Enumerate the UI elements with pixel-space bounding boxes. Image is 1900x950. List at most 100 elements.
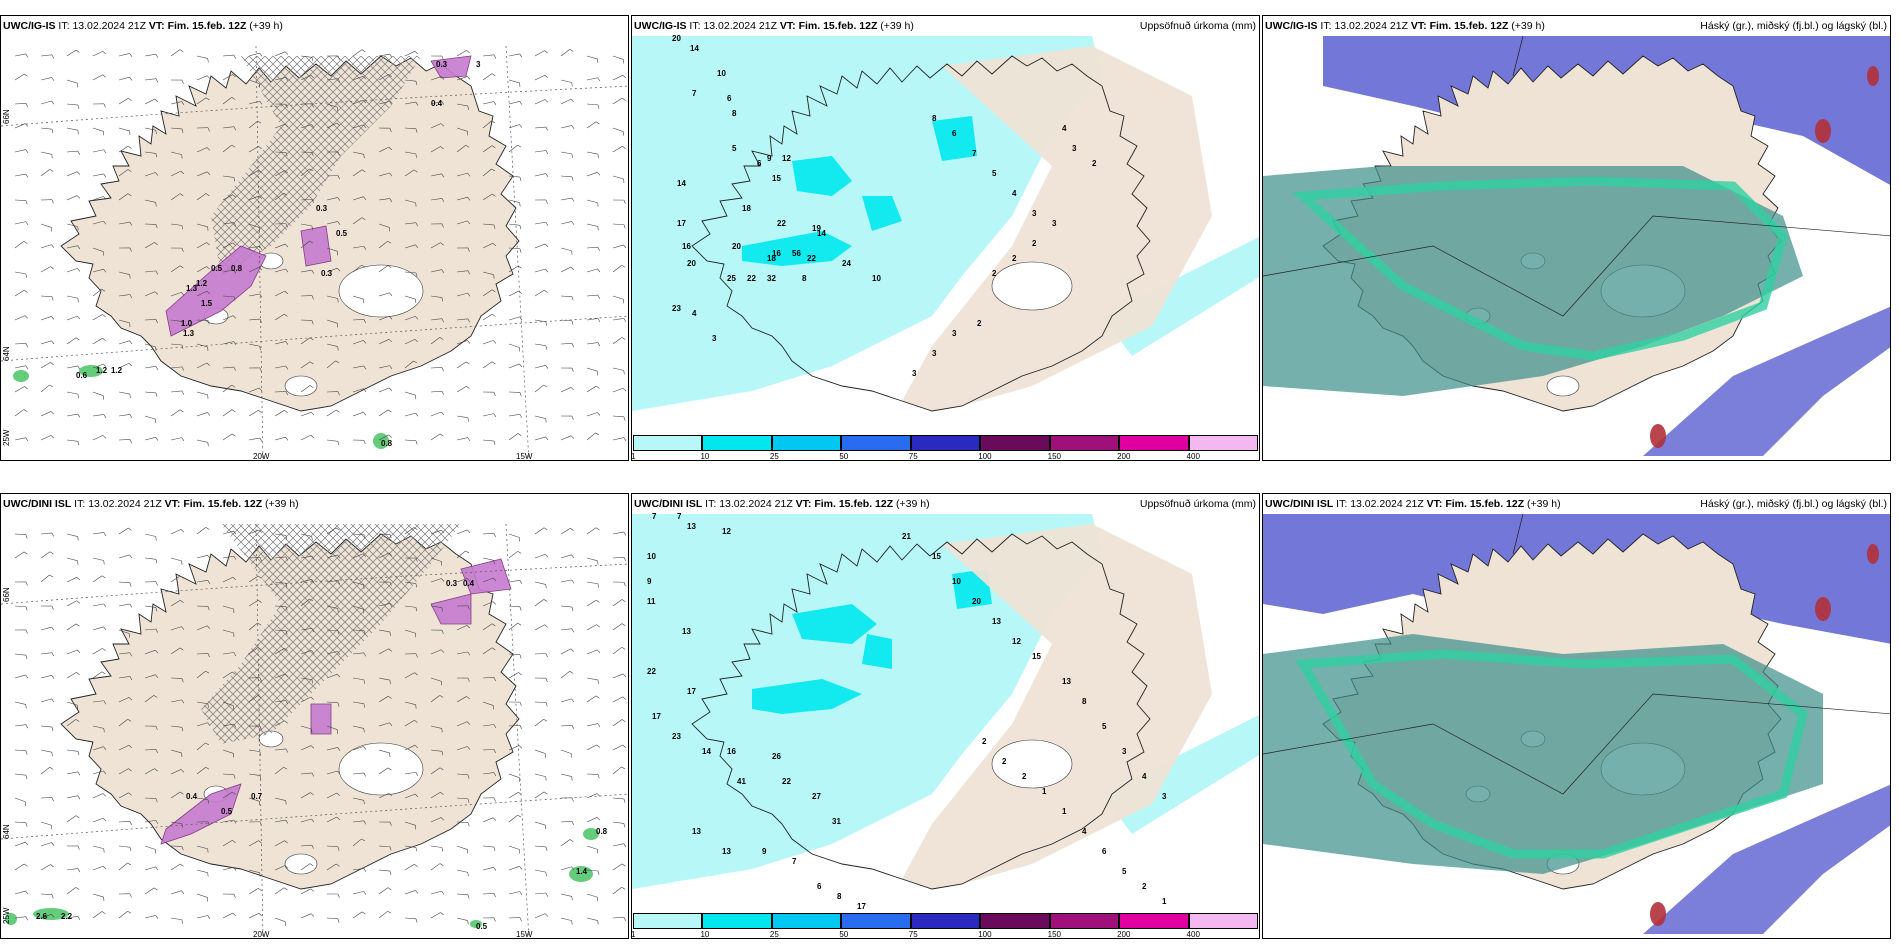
- precip-blob: [430, 593, 472, 625]
- value-label: 56: [792, 249, 801, 258]
- precip-colorbar: 1 10 25 50 75 100 150 200 400: [631, 435, 1258, 461]
- colorbar-tick: 1: [631, 930, 636, 939]
- value-label: 3: [1162, 792, 1167, 801]
- value-label: 14: [677, 179, 686, 188]
- lon-label-15w: 15W: [516, 452, 533, 461]
- high-cloud-core: [1867, 544, 1879, 564]
- map-canvas: [1263, 35, 1890, 460]
- value-label: 3: [952, 329, 957, 338]
- value-label: 12: [782, 154, 791, 163]
- lat-label-64n: 64N: [2, 346, 11, 361]
- precip-blob-green: [470, 920, 482, 928]
- precip-blob: [160, 783, 242, 845]
- value-label: 10: [952, 577, 961, 586]
- high-cloud-area: [1263, 166, 1803, 396]
- value-label: 0.5: [221, 807, 233, 816]
- value-label: 13: [992, 617, 1001, 626]
- value-label: 12: [1012, 637, 1021, 646]
- glacier: [991, 261, 1073, 311]
- colorbar-segment: [980, 435, 1050, 451]
- value-label: 2: [977, 319, 982, 328]
- value-label: 0.7: [251, 792, 263, 801]
- colorbar-segment: [841, 435, 911, 451]
- value-label: 13: [1062, 677, 1071, 686]
- value-label: 17: [687, 687, 696, 696]
- value-label: 22: [807, 254, 816, 263]
- value-label: 15: [772, 174, 781, 183]
- lon-label-25w: 25W: [2, 429, 11, 446]
- colorbar-tick: 50: [839, 452, 849, 461]
- value-label: 5: [992, 169, 997, 178]
- value-label: 3: [1032, 209, 1037, 218]
- hatched-area: [211, 56, 421, 276]
- value-label: 7: [652, 512, 657, 521]
- value-label: 13: [722, 847, 731, 856]
- boundary-line: [1263, 215, 1890, 317]
- colorbar-segment: [980, 913, 1050, 929]
- value-label: 14: [690, 44, 699, 53]
- value-label: 2: [1142, 882, 1147, 891]
- colorbar-tick: 400: [1186, 930, 1200, 939]
- value-label: 20: [672, 34, 681, 43]
- value-label: 4: [1062, 124, 1067, 133]
- high-cloud-core: [1650, 902, 1666, 926]
- value-label: 8: [932, 114, 937, 123]
- glacier-vatnajokull: [338, 742, 424, 796]
- glacier-vatnajokull: [338, 264, 424, 318]
- wind-barbs: [14, 49, 627, 447]
- low-cloud-band: [1295, 649, 1809, 859]
- value-label: 23: [672, 304, 681, 313]
- colorbar-tick: 10: [700, 930, 710, 939]
- value-label: 20: [687, 259, 696, 268]
- value-label: 4: [692, 309, 697, 318]
- colorbar-tick: 400: [1186, 452, 1200, 461]
- precip-blob-green: [583, 828, 599, 840]
- colorbar-tick: 50: [839, 930, 849, 939]
- dry-land: [902, 524, 1212, 889]
- colorbar-segment: [633, 435, 703, 451]
- panel-title: Háský (gr.), miðský (fj.bl.) og lágský (…: [1700, 20, 1887, 32]
- value-label: 0.8: [596, 827, 608, 836]
- value-label: 0.5: [476, 922, 488, 931]
- value-label: 17: [857, 902, 866, 911]
- value-label: 1.3: [186, 284, 198, 293]
- wind-map-panel-igis: 66N 64N 25W 20W 15W 0.3 3 0.4 0.5 0.3 0.3 0.5 1.2 0.8…: [0, 15, 629, 461]
- wind-barbs: [14, 527, 627, 926]
- colorbar-tick: 25: [769, 930, 779, 939]
- colorbar-tick: 25: [769, 452, 779, 461]
- precip-map-panel-dini: 7 7 13 12 10 9 11 13 22 17 17 23 14 16 26 41 22 27 31 13 13 9…: [631, 493, 1260, 939]
- panel-title: Háský (gr.), miðský (fj.bl.) og lágský (…: [1700, 498, 1887, 510]
- precip-area-cyan: [932, 116, 977, 161]
- colorbar-tick: 150: [1047, 452, 1062, 461]
- value-label: 0.8: [381, 439, 393, 448]
- boundary-line: [1263, 693, 1890, 795]
- value-label: 22: [747, 274, 756, 283]
- value-label: 1.2: [196, 279, 208, 288]
- panel-header: UWC/DINI ISL IT: 13.02.2024 21Z VT: Fim.…: [634, 498, 930, 510]
- colorbar-segment: [910, 913, 981, 929]
- lat-label-66n: 66N: [2, 109, 11, 124]
- colorbar-segment: [1049, 913, 1120, 929]
- iceland-outline: [691, 55, 1151, 412]
- panel-header: UWC/DINI ISL IT: 13.02.2024 21Z VT: Fim.…: [1265, 498, 1561, 510]
- value-label: 41: [737, 777, 746, 786]
- value-label: 15: [932, 552, 941, 561]
- precip-blob: [310, 703, 332, 735]
- value-label: 0.3: [316, 204, 328, 213]
- colorbar-tick: 75: [908, 930, 918, 939]
- value-label: 7: [972, 149, 977, 158]
- colorbar-tick: 1: [631, 452, 636, 461]
- value-label: 2: [1022, 772, 1027, 781]
- colorbar-segment: [1119, 435, 1189, 451]
- value-label: 18: [742, 204, 751, 213]
- value-label: 16: [682, 242, 691, 251]
- high-cloud-core: [1867, 66, 1879, 86]
- value-label: 21: [902, 532, 911, 541]
- glacier: [991, 739, 1073, 789]
- panel-title: Uppsöfnuð úrkoma (mm): [1139, 20, 1256, 32]
- precip-area-light: [632, 36, 1102, 411]
- value-label: 1.3: [183, 329, 195, 338]
- cloud-map-panel-dini: UWC/DINI ISL IT: 13.02.2024 21Z VT: Fim.…: [1262, 493, 1891, 939]
